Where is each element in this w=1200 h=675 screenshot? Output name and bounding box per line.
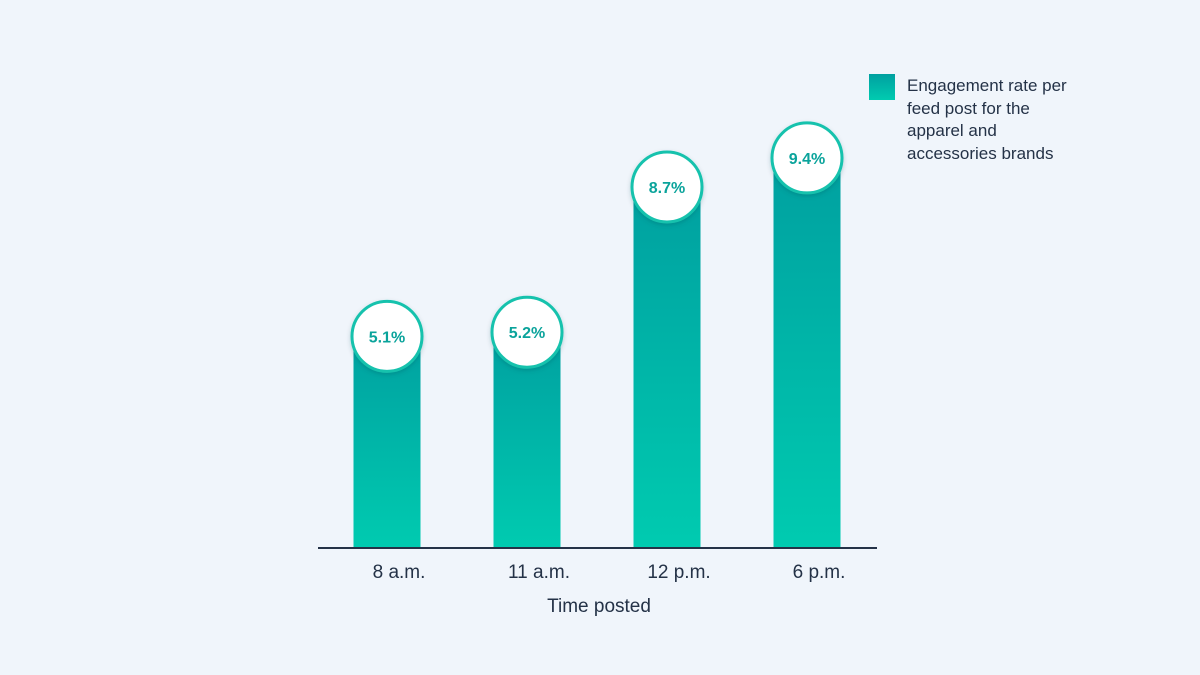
value-bubble (770, 121, 844, 195)
value-bubble (350, 299, 424, 373)
x-tick-label: 11 a.m. (508, 562, 570, 583)
value-bubble (630, 150, 704, 224)
value-bubble (490, 295, 564, 369)
data-label: 5.2% (509, 325, 545, 342)
bar-group: 9.4% (770, 121, 844, 548)
data-label: 8.7% (649, 180, 685, 197)
bar-group: 5.1% (350, 299, 424, 548)
legend-label: Engagement rate per feed post for the ap… (907, 76, 1067, 163)
x-tick-label: 8 a.m. (373, 562, 426, 583)
bar (773, 157, 841, 548)
legend-swatch (869, 74, 895, 100)
bar-group: 5.2% (490, 295, 564, 548)
bar (633, 186, 701, 548)
data-label: 5.1% (369, 329, 405, 346)
x-tick-label: 12 p.m. (647, 562, 710, 583)
x-tick-label: 6 p.m. (793, 562, 846, 583)
x-axis-title: Time posted (547, 596, 651, 617)
legend: Engagement rate per feed post for the ap… (869, 74, 1087, 165)
bar-group: 8.7% (630, 150, 704, 548)
data-label: 9.4% (789, 151, 825, 168)
